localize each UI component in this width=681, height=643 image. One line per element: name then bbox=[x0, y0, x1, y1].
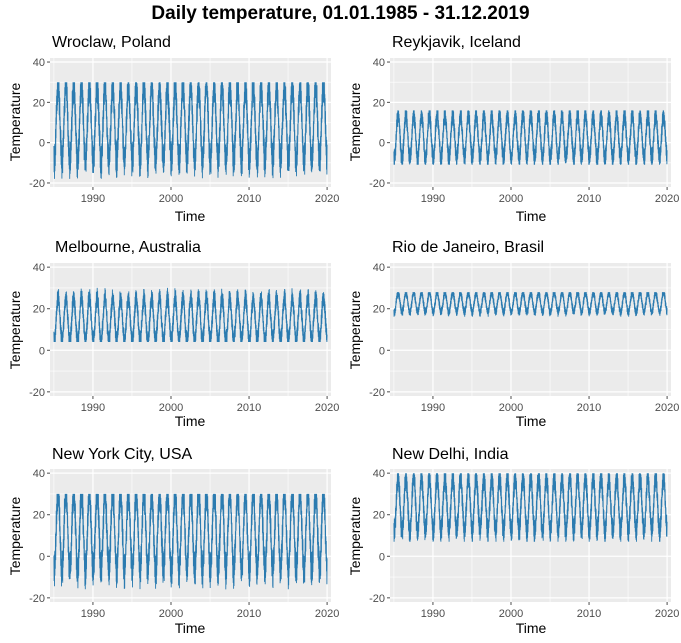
x-tick-label: 2000 bbox=[499, 402, 523, 414]
y-axis-title: Temperature bbox=[347, 496, 363, 575]
chart-panel-2: -20 0 20 40 1990 2000 2010 2020 Reykjavik, Icela… bbox=[347, 34, 679, 224]
chart-panel-4: -20 0 20 40 1990 2000 2010 2020 Rio de Janeiro, … bbox=[347, 239, 679, 429]
chart-panel-3: -20 0 20 40 1990 2000 2010 2020 Melbourne, Austr… bbox=[7, 239, 339, 429]
x-tick-label: 2010 bbox=[237, 193, 261, 205]
x-tick-label: 1990 bbox=[81, 193, 105, 205]
panel-title: Reykjavik, Iceland bbox=[392, 34, 521, 51]
y-tick-label: 0 bbox=[379, 345, 385, 357]
panel-title: New Delhi, India bbox=[392, 446, 509, 463]
y-tick-label: -20 bbox=[369, 387, 385, 399]
series-line bbox=[393, 473, 668, 542]
y-tick-label: 40 bbox=[33, 468, 45, 480]
x-axis-title: Time bbox=[175, 620, 206, 636]
y-tick-label: 0 bbox=[379, 138, 385, 150]
x-tick-label: 2000 bbox=[499, 193, 523, 205]
y-tick-label: 20 bbox=[33, 304, 45, 316]
panel-title: New York City, USA bbox=[52, 446, 193, 463]
y-axis-title: Temperature bbox=[7, 290, 23, 369]
panel-title: Rio de Janeiro, Brasil bbox=[392, 239, 544, 256]
series-line bbox=[53, 493, 328, 590]
x-tick-label: 2010 bbox=[577, 608, 601, 620]
y-tick-label: 40 bbox=[33, 262, 45, 274]
x-tick-label: 1990 bbox=[421, 193, 445, 205]
y-axis-title: Temperature bbox=[347, 82, 363, 161]
x-tick-label: 2000 bbox=[159, 402, 183, 414]
chart-panel-1: -20 0 20 40 1990 2000 2010 2020 Wroclaw, Poland T… bbox=[7, 34, 339, 224]
x-tick-label: 1990 bbox=[421, 608, 445, 620]
x-tick-label: 2000 bbox=[159, 608, 183, 620]
y-tick-label: -20 bbox=[369, 593, 385, 605]
x-axis-title: Time bbox=[516, 413, 547, 429]
x-tick-label: 2020 bbox=[655, 608, 679, 620]
x-tick-label: 2020 bbox=[315, 608, 339, 620]
y-tick-label: -20 bbox=[29, 593, 45, 605]
x-tick-label: 2010 bbox=[577, 402, 601, 414]
y-axis-title: Temperature bbox=[347, 290, 363, 369]
y-tick-label: 40 bbox=[373, 262, 385, 274]
y-tick-label: 0 bbox=[39, 345, 45, 357]
x-tick-label: 2010 bbox=[237, 608, 261, 620]
series-line bbox=[53, 287, 328, 343]
x-axis-title: Time bbox=[175, 413, 206, 429]
y-tick-label: -20 bbox=[29, 387, 45, 399]
y-tick-label: -20 bbox=[29, 178, 45, 190]
x-tick-label: 2020 bbox=[315, 402, 339, 414]
series-line bbox=[393, 292, 668, 317]
chart-panel-5: -20 0 20 40 1990 2000 2010 2020 New York City, U… bbox=[7, 446, 339, 636]
panel-title: Melbourne, Australia bbox=[55, 239, 201, 256]
x-tick-label: 2000 bbox=[159, 193, 183, 205]
x-tick-label: 2020 bbox=[315, 193, 339, 205]
x-axis-title: Time bbox=[516, 208, 547, 224]
chart-main-title: Daily temperature, 01.01.1985 - 31.12.20… bbox=[151, 3, 530, 24]
x-tick-label: 2010 bbox=[237, 402, 261, 414]
y-axis-title: Temperature bbox=[7, 82, 23, 161]
x-axis-title: Time bbox=[516, 620, 547, 636]
x-tick-label: 2020 bbox=[655, 402, 679, 414]
x-tick-label: 2010 bbox=[577, 193, 601, 205]
y-tick-label: -20 bbox=[369, 178, 385, 190]
y-tick-label: 20 bbox=[373, 510, 385, 522]
y-tick-label: 20 bbox=[373, 304, 385, 316]
x-tick-label: 1990 bbox=[81, 402, 105, 414]
y-tick-label: 40 bbox=[373, 468, 385, 480]
x-tick-label: 1990 bbox=[421, 402, 445, 414]
chart-panel-6: -20 0 20 40 1990 2000 2010 2020 New Delhi, India… bbox=[347, 446, 679, 636]
y-tick-label: 0 bbox=[39, 138, 45, 150]
y-tick-label: 40 bbox=[33, 57, 45, 69]
y-tick-label: 20 bbox=[33, 97, 45, 109]
series-line bbox=[393, 110, 668, 165]
y-tick-label: 0 bbox=[39, 551, 45, 563]
y-tick-label: 40 bbox=[373, 57, 385, 69]
x-axis-title: Time bbox=[175, 208, 206, 224]
y-axis-title: Temperature bbox=[7, 496, 23, 575]
x-tick-label: 2020 bbox=[655, 193, 679, 205]
series-line bbox=[53, 82, 328, 179]
x-tick-label: 2000 bbox=[499, 608, 523, 620]
panel-title: Wroclaw, Poland bbox=[52, 34, 171, 51]
y-tick-label: 20 bbox=[33, 510, 45, 522]
y-tick-label: 20 bbox=[373, 97, 385, 109]
y-tick-label: 0 bbox=[379, 551, 385, 563]
x-tick-label: 1990 bbox=[81, 608, 105, 620]
